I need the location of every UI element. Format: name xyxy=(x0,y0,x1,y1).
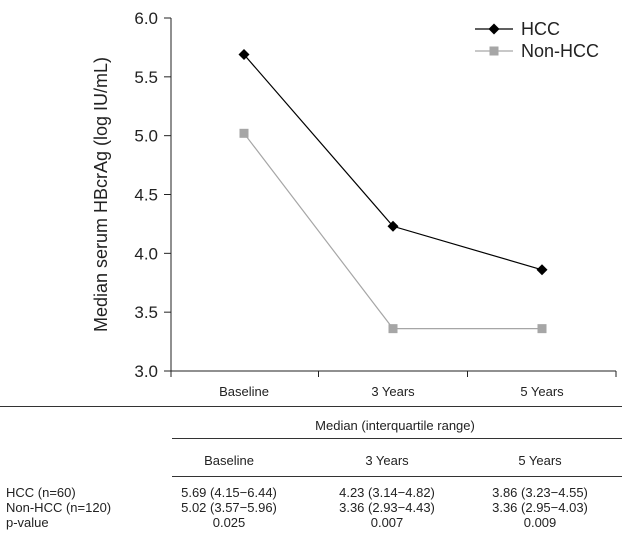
y-axis-label: Median serum HBcrAg (log IU/mL) xyxy=(91,57,111,332)
y-tick-label: 3.0 xyxy=(134,362,158,381)
table-group-header: Median (interquartile range) xyxy=(315,418,475,433)
y-tick-label: 4.5 xyxy=(134,186,158,205)
table-cell: 3.36 (2.95−4.03) xyxy=(492,500,588,515)
table-row-label-p-value: p-value xyxy=(6,515,49,530)
data-point-hcc xyxy=(387,220,399,232)
y-tick-label: 5.0 xyxy=(134,127,158,146)
table-cell: 5.69 (4.15−6.44) xyxy=(181,485,277,500)
series-line-hcc xyxy=(243,54,543,271)
y-tick-label: 3.5 xyxy=(134,303,158,322)
x-tick-label: 5 Years xyxy=(520,384,564,399)
table-cell: 0.007 xyxy=(370,515,404,530)
table-row-label-non-hcc: Non-HCC (n=120) xyxy=(6,500,112,515)
legend-marker-non-hcc xyxy=(489,46,499,56)
table-cell: 4.23 (3.14−4.82) xyxy=(339,485,435,500)
table-cell: 3.36 (2.93−4.43) xyxy=(339,500,435,515)
table-col-header-5-years: 5 Years xyxy=(518,453,562,468)
y-tick-label: 6.0 xyxy=(134,9,158,28)
data-point-non-hcc xyxy=(537,324,547,334)
table-top-rule xyxy=(0,406,622,407)
data-point-non-hcc xyxy=(239,128,249,138)
table-cell: 5.02 (3.57−5.96) xyxy=(181,500,277,515)
legend-label-hcc: HCC xyxy=(521,19,560,39)
table-group-rule xyxy=(172,438,622,439)
x-tick-label: Baseline xyxy=(219,384,269,399)
table-col-header-3-years: 3 Years xyxy=(365,453,409,468)
y-tick-label: 4.0 xyxy=(134,244,158,263)
table-cell: 3.86 (3.23−4.55) xyxy=(492,485,588,500)
table-cell: 0.009 xyxy=(523,515,557,530)
table-row-label-hcc: HCC (n=60) xyxy=(6,485,76,500)
legend-marker-hcc xyxy=(488,23,500,35)
data-point-hcc xyxy=(536,264,548,276)
table-cell: 0.025 xyxy=(212,515,246,530)
data-point-non-hcc xyxy=(388,324,398,334)
table-header-rule xyxy=(172,476,622,477)
table-col-header-baseline: Baseline xyxy=(204,453,254,468)
x-tick-label: 3 Years xyxy=(371,384,415,399)
legend-label-non-hcc: Non-HCC xyxy=(521,41,599,61)
line-chart: 3.0 3.5 4.0 4.5 5.0 5.5 6.0 Baseline 3 Years 5 Ye… xyxy=(91,9,617,399)
data-point-hcc xyxy=(238,48,250,60)
y-tick-label: 5.5 xyxy=(134,68,158,87)
